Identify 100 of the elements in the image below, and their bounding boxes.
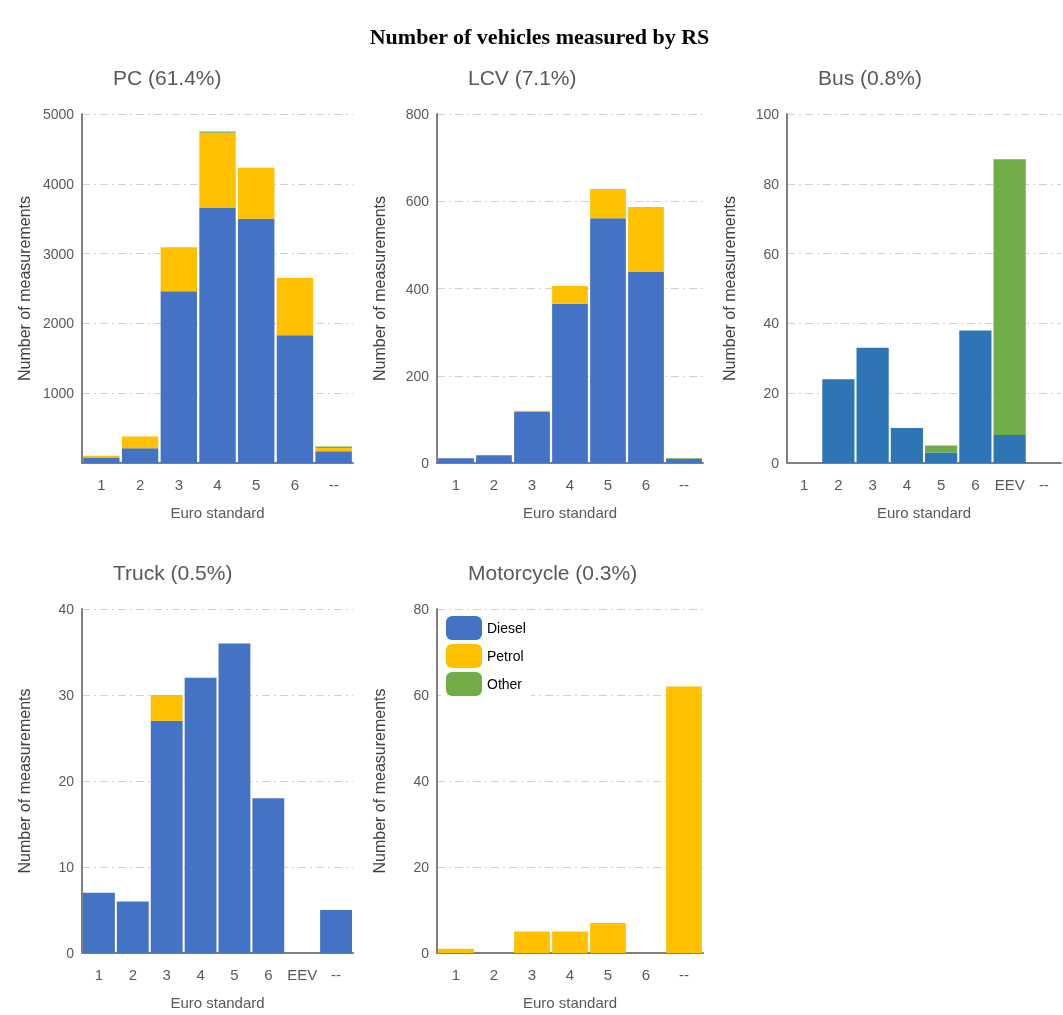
y-tick-label: 5000: [42, 106, 75, 122]
y-tick-label: 20: [58, 773, 75, 789]
bar: [150, 695, 183, 721]
bar: [993, 159, 1026, 436]
bar: [856, 347, 889, 463]
y-axis-title: Number of measurements: [15, 688, 33, 874]
bar: [890, 428, 923, 463]
x-tick-label: 6: [641, 966, 651, 983]
y-tick-label: 400: [405, 280, 430, 297]
y-tick-label: 20: [413, 859, 430, 875]
bar: [315, 451, 352, 463]
y-tick-label: 3000: [42, 245, 75, 262]
chart-title: Bus (0.8%): [818, 66, 922, 89]
y-tick-label: 10: [58, 859, 75, 875]
bar: [276, 278, 314, 336]
y-axis-title: Number of measurements: [15, 196, 33, 381]
bar: [993, 435, 1026, 463]
bar: [552, 931, 588, 953]
x-axis-title: Euro standard: [522, 504, 618, 521]
x-tick-label: 3: [527, 476, 537, 493]
bar: [160, 247, 198, 292]
text: Number of vehicles measured by RS: [369, 23, 710, 49]
bar: [276, 335, 314, 463]
bar: [514, 411, 550, 463]
x-tick-label: 3: [527, 966, 537, 983]
bar: [590, 218, 626, 463]
y-tick-label: 2000: [42, 315, 75, 332]
bar: [315, 447, 352, 452]
x-tick-label: 4: [902, 476, 912, 493]
chart-title: Truck (0.5%): [113, 561, 233, 584]
chart-title: LCV (7.1%): [468, 66, 577, 89]
legend-label: Diesel: [487, 620, 526, 636]
x-tick-label: --: [679, 476, 689, 493]
x-tick-label: 1: [451, 966, 461, 983]
bar: [590, 922, 626, 953]
y-tick-label: 800: [405, 106, 430, 122]
x-tick-label: 2: [489, 476, 499, 493]
y-tick-label: 80: [763, 175, 780, 192]
x-tick-label: 5: [252, 476, 261, 493]
y-tick-label: 1000: [42, 385, 75, 402]
bar: [83, 892, 115, 953]
chart-title: PC (61.4%): [113, 66, 222, 89]
y-tick-label: 40: [413, 773, 430, 789]
y-axis-title: Number of measurements: [370, 688, 388, 874]
x-tick-label: 3: [868, 476, 877, 493]
x-tick-label: 1: [97, 476, 106, 493]
x-tick-label: 3: [162, 966, 171, 983]
y-tick-label: 40: [58, 601, 75, 617]
y-axis-title: Number of measurements: [720, 196, 738, 381]
x-tick-label: 6: [641, 476, 651, 493]
bar: [199, 207, 236, 463]
bar: [160, 291, 198, 463]
x-tick-label: 1: [451, 476, 461, 493]
bar: [666, 686, 702, 953]
bar: [514, 931, 550, 953]
x-tick-label: 2: [834, 476, 843, 493]
x-axis-title: Euro standard: [170, 504, 265, 521]
x-tick-label: 4: [196, 966, 205, 983]
x-tick-label: 2: [128, 966, 137, 983]
x-tick-label: 1: [799, 476, 809, 493]
bar: [476, 455, 512, 463]
bar: [218, 643, 251, 953]
bar: [552, 285, 588, 304]
y-tick-label: 0: [421, 945, 430, 961]
bar: [959, 330, 992, 463]
x-tick-label: --: [331, 966, 342, 983]
bar: [83, 457, 120, 463]
bar: [121, 436, 159, 449]
bar: [320, 910, 352, 953]
y-tick-label: 20: [763, 385, 780, 402]
y-tick-label: 0: [771, 455, 780, 471]
y-tick-label: 60: [763, 245, 780, 262]
x-tick-label: EEV: [994, 476, 1025, 493]
x-tick-label: 6: [971, 476, 980, 493]
y-tick-label: 0: [421, 455, 430, 471]
bar: [116, 901, 149, 953]
x-tick-label: 5: [603, 476, 613, 493]
bar: [590, 189, 626, 219]
x-tick-label: 4: [213, 476, 222, 493]
bar: [238, 167, 275, 219]
x-tick-label: 4: [565, 476, 575, 493]
x-tick-label: 5: [936, 476, 946, 493]
bar: [438, 458, 474, 463]
x-tick-label: --: [328, 476, 339, 493]
bar: [252, 798, 285, 953]
x-axis-title: Euro standard: [170, 994, 265, 1011]
y-tick-label: 60: [413, 687, 430, 703]
x-tick-label: 5: [603, 966, 613, 983]
bar: [238, 218, 275, 463]
x-tick-label: 2: [135, 476, 145, 493]
bar: [925, 445, 958, 453]
bar: [628, 206, 664, 272]
legend-label: Petrol: [487, 648, 524, 664]
y-tick-label: 30: [58, 687, 75, 703]
x-tick-label: 3: [174, 476, 183, 493]
bar: [925, 452, 958, 463]
chart-title: Motorcycle (0.3%): [468, 561, 638, 584]
y-tick-label: 40: [763, 315, 780, 332]
x-axis-title: Euro standard: [522, 994, 618, 1011]
x-tick-label: EEV: [287, 966, 318, 983]
